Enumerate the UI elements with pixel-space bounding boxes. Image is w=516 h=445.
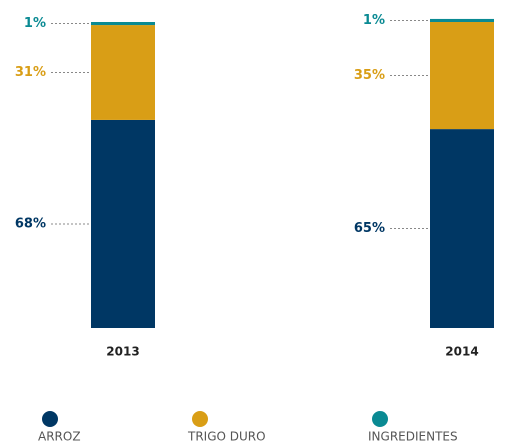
value-label: 35% (354, 68, 385, 83)
x-tick-label: 2014 (445, 345, 478, 359)
bar-segment (91, 22, 155, 26)
legend-marker (42, 411, 58, 427)
bar-segment (430, 18, 494, 22)
legend-marker (192, 411, 208, 427)
x-tick-label: 2013 (106, 345, 139, 359)
bar-segment (91, 119, 155, 328)
bar-segment (430, 129, 494, 328)
value-label: 31% (15, 65, 46, 80)
value-label: 65% (354, 221, 385, 236)
value-label: 68% (15, 216, 46, 231)
value-label: 1% (363, 13, 385, 28)
legend-label: TRIGO DURO (187, 430, 266, 444)
legend-marker (372, 411, 388, 427)
legend-label: INGREDIENTES (368, 430, 458, 444)
bar-segment (430, 22, 494, 130)
value-label: 1% (24, 16, 46, 31)
legend-label: ARROZ (38, 430, 81, 444)
bar-segment (91, 25, 155, 120)
